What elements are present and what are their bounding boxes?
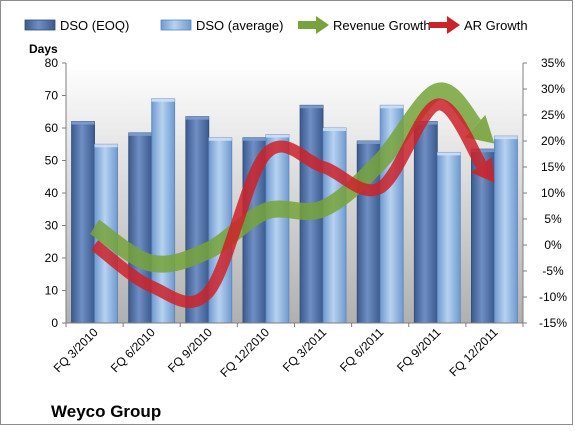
x-tick-label: FQ 6/2011	[337, 325, 387, 375]
chart-title: Weyco Group	[51, 402, 161, 421]
bar-cap-0-2	[185, 116, 209, 120]
bar-cap-1-7	[494, 136, 518, 140]
y-tick-label: 60	[45, 121, 59, 135]
y2-tick-label: 25%	[541, 108, 565, 122]
legend-arrowhead-3	[447, 16, 460, 34]
y2-tick-label: 5%	[544, 212, 562, 226]
bar-dso-eoq-0	[71, 121, 95, 324]
bar-cap-1-3	[265, 134, 289, 138]
legend-swatch-0	[24, 19, 56, 31]
bar-cap-0-3	[242, 137, 266, 141]
line-revenue-growth	[89, 82, 482, 273]
x-tick-label: FQ 12/2010	[217, 325, 272, 380]
bar-cap-0-5	[357, 141, 381, 144]
x-tick-label: FQ 9/2011	[394, 325, 444, 375]
bar-cap-1-0	[94, 144, 118, 148]
x-tick-label: FQ 3/2010	[51, 325, 101, 375]
y2-tick-label: 0%	[544, 238, 562, 252]
legend-label-3: AR Growth	[464, 18, 528, 33]
y2-tick-label: 35%	[541, 56, 565, 70]
y-tick-label: 30	[45, 219, 59, 233]
y-tick-label: 0	[51, 316, 58, 330]
bar-cap-1-4	[323, 128, 347, 131]
y2-tick-label: -5%	[542, 264, 564, 278]
legend-swatch-1	[160, 19, 192, 31]
x-tick-label: FQ 6/2010	[108, 325, 158, 375]
y-tick-label: 40	[45, 186, 59, 200]
bar-dso-average-6	[436, 151, 461, 324]
y-tick-label: 70	[45, 89, 59, 103]
y-tick-label: 20	[45, 251, 59, 265]
legend-label-2: Revenue Growth	[333, 18, 431, 33]
y2-tick-label: 15%	[541, 160, 565, 174]
bar-cap-1-5	[380, 105, 404, 109]
bar-cap-0-1	[128, 132, 152, 136]
bar-cap-0-4	[300, 105, 324, 109]
y-tick-label: 10	[45, 284, 59, 298]
bar-cap-0-7	[471, 149, 495, 153]
bar-dso-average-7	[494, 135, 518, 324]
y2-tick-label: 30%	[541, 82, 565, 96]
y2-tick-label: 20%	[541, 134, 565, 148]
legend-label-0: DSO (EOQ)	[60, 18, 129, 33]
y2-tick-label: 10%	[541, 186, 565, 200]
legend-label-1: DSO (average)	[196, 18, 283, 33]
bar-dso-eoq-6	[413, 121, 438, 324]
bar-cap-1-1	[151, 98, 175, 102]
y-tick-label: 50	[45, 154, 59, 168]
bar-dso-average-3	[265, 134, 290, 324]
bar-dso-average-4	[322, 127, 347, 324]
bar-dso-eoq-1	[128, 132, 153, 324]
line-ar-growth	[90, 98, 487, 308]
y-axis-title: Days	[29, 42, 58, 56]
x-tick-label: FQ 9/2010	[165, 325, 215, 375]
x-tick-label: FQ 12/2011	[446, 325, 500, 379]
x-tick-label: FQ 3/2011	[280, 325, 330, 375]
bar-cap-0-0	[71, 121, 95, 125]
y2-tick-label: -10%	[539, 290, 567, 304]
bar-cap-1-6	[437, 152, 461, 156]
arrowhead-ar-growth	[470, 157, 495, 183]
bar-cap-1-2	[208, 137, 232, 141]
y-tick-label: 80	[45, 56, 59, 70]
legend-arrowhead-2	[316, 16, 329, 34]
y2-tick-label: -15%	[539, 316, 567, 330]
